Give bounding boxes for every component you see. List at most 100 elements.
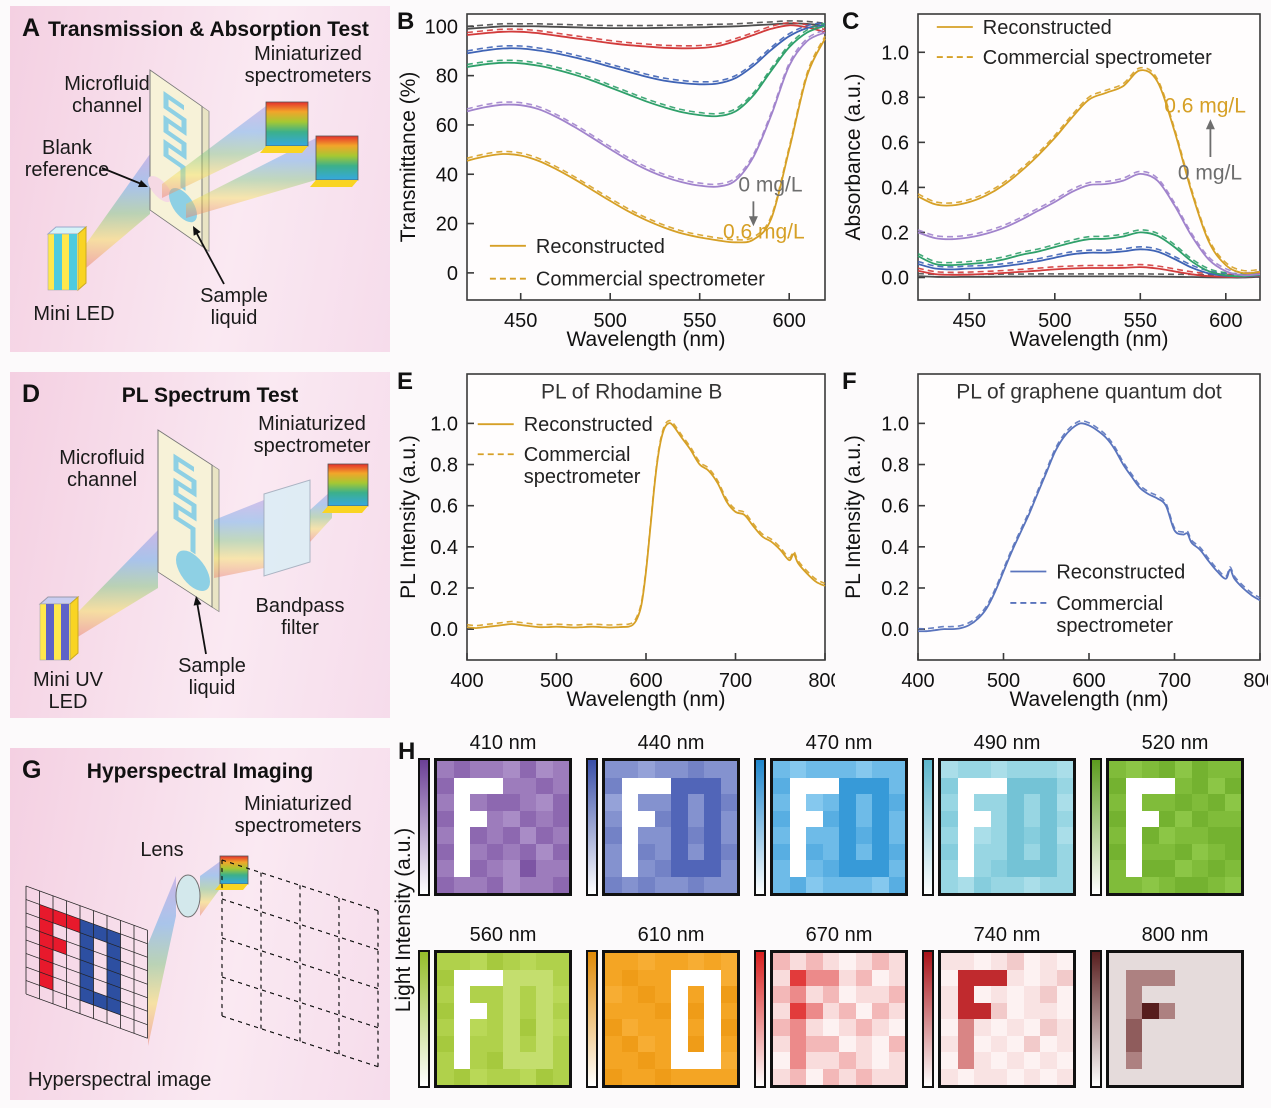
- heatmap-cell: [1142, 1052, 1159, 1069]
- heatmap-cell: [1208, 777, 1225, 794]
- panel-letter-h: H: [398, 738, 416, 765]
- heatmap-cell: [1125, 986, 1142, 1003]
- heatmap-cell: [1158, 1052, 1175, 1069]
- heatmap-cell: [957, 1019, 974, 1036]
- y-tick-label: 0.2: [881, 578, 909, 600]
- heatmap-cell: [888, 761, 905, 778]
- heatmap-cell: [1175, 986, 1192, 1003]
- heatmap-cell: [1007, 1068, 1024, 1085]
- heatmap-cell: [638, 860, 655, 877]
- heatmap-cell: [1023, 953, 1040, 970]
- heatmap-cell: [888, 794, 905, 811]
- heatmap-cell: [519, 794, 536, 811]
- heatmap-cell: [654, 1002, 671, 1019]
- heatmap-cell: [872, 794, 889, 811]
- heatmap-cell: [1109, 761, 1126, 778]
- heatmap-cell: [839, 986, 856, 1003]
- heatmap-cell: [720, 794, 737, 811]
- letter-d-cell: [80, 986, 94, 1006]
- heatmap-cell: [872, 827, 889, 844]
- heatmap-cell: [704, 969, 721, 986]
- heatmap-cell: [671, 761, 688, 778]
- heatmap-cell: [519, 876, 536, 893]
- heatmap-cell: [503, 1019, 520, 1036]
- spectrometer: [215, 855, 249, 890]
- heatmap-cell: [503, 1052, 520, 1069]
- heatmap-colorbar: [586, 950, 598, 1088]
- heatmap-row-2: 560 nm 610 nm 670 nm 740 nm 800 nm: [418, 924, 1270, 1088]
- hyperspectral-image-grid: [25, 885, 148, 1039]
- heatmap-cell: [1040, 953, 1057, 970]
- heatmap-cell: [1208, 794, 1225, 811]
- heatmap-cell: [621, 1052, 638, 1069]
- label-spectrometers-2: spectrometers: [245, 65, 372, 87]
- heatmap-cell: [453, 1052, 470, 1069]
- y-tick-label: 0.6: [881, 132, 909, 154]
- heatmap-cell: [453, 794, 470, 811]
- heatmap-cell: [1040, 860, 1057, 877]
- y-tick-label: 0.6: [881, 496, 909, 518]
- heatmap-cell: [957, 969, 974, 986]
- heatmap-cell: [822, 794, 839, 811]
- arrowhead: [193, 596, 202, 606]
- heatmap-cell: [789, 969, 806, 986]
- heatmap-cell: [1191, 953, 1208, 970]
- light-beam: [76, 530, 158, 638]
- light-beam: [200, 860, 222, 916]
- heatmap-cell: [888, 810, 905, 827]
- heatmap-cell: [552, 876, 569, 893]
- heatmap-cell: [470, 827, 487, 844]
- heatmap-cell: [1158, 860, 1175, 877]
- heatmap-cell: [806, 761, 823, 778]
- spectrometer-array-grid: [221, 859, 379, 1068]
- label-bandpass-2: filter: [281, 617, 319, 639]
- heatmap-cell: [503, 777, 520, 794]
- heatmap-panel-800nm: 800 nm: [1090, 924, 1244, 1088]
- heatmap-cell: [437, 1068, 454, 1085]
- chart-pl-rhodamine: 400 500 600 700 800 0.0 0.2 0.4 0.6 0.8 1.0 Wavelen…: [395, 364, 842, 721]
- heatmap-panel-520nm: 520 nm: [1090, 732, 1244, 896]
- heatmap-wavelength-label: 560 nm: [469, 924, 537, 946]
- heatmap-cell: [773, 953, 790, 970]
- heatmap-cell: [1125, 953, 1142, 970]
- heatmap-panel-440nm: 440 nm: [586, 732, 740, 896]
- heatmap-cell: [470, 761, 487, 778]
- heatmap-cell: [1142, 986, 1159, 1003]
- heatmap-cell: [621, 843, 638, 860]
- y-tick-label: 0.0: [881, 267, 909, 289]
- heatmap-cell: [941, 953, 958, 970]
- heatmap-cell: [437, 777, 454, 794]
- heatmap-cell: [1142, 761, 1159, 778]
- mini-uv-led: [38, 595, 80, 662]
- heatmap-cell: [1142, 827, 1159, 844]
- heatmap-cell: [1224, 1019, 1241, 1036]
- heatmap-cell: [1056, 777, 1073, 794]
- heatmap-cell: [687, 1002, 704, 1019]
- panel-letter-d: D: [22, 380, 40, 408]
- heatmap-cell: [1175, 827, 1192, 844]
- heatmap-cell: [605, 876, 622, 893]
- serpentine-channel: [163, 90, 187, 191]
- heatmap-cell: [605, 1035, 622, 1052]
- heatmap-cell: [974, 777, 991, 794]
- label-blank-1: Blank: [42, 137, 93, 159]
- heatmap-cell: [470, 843, 487, 860]
- heatmap-cell: [1023, 794, 1040, 811]
- heatmap-cell: [974, 794, 991, 811]
- heatmap-cell: [1208, 986, 1225, 1003]
- heatmap-cell: [1125, 860, 1142, 877]
- heatmap-cell: [806, 953, 823, 970]
- heatmap-grid: [938, 758, 1076, 896]
- heatmap-cell: [941, 827, 958, 844]
- heatmap-cell: [855, 1002, 872, 1019]
- heatmap-cell: [638, 761, 655, 778]
- heatmap-cell: [1224, 969, 1241, 986]
- label-lens: Lens: [140, 839, 183, 861]
- heatmap-cell: [1142, 843, 1159, 860]
- heatmap-cell: [1158, 1068, 1175, 1085]
- heatmap-cell: [605, 953, 622, 970]
- heatmap-cell: [789, 794, 806, 811]
- heatmap-cell: [1007, 1035, 1024, 1052]
- heatmap-cell: [1175, 1052, 1192, 1069]
- letter-d-cell: [107, 969, 121, 988]
